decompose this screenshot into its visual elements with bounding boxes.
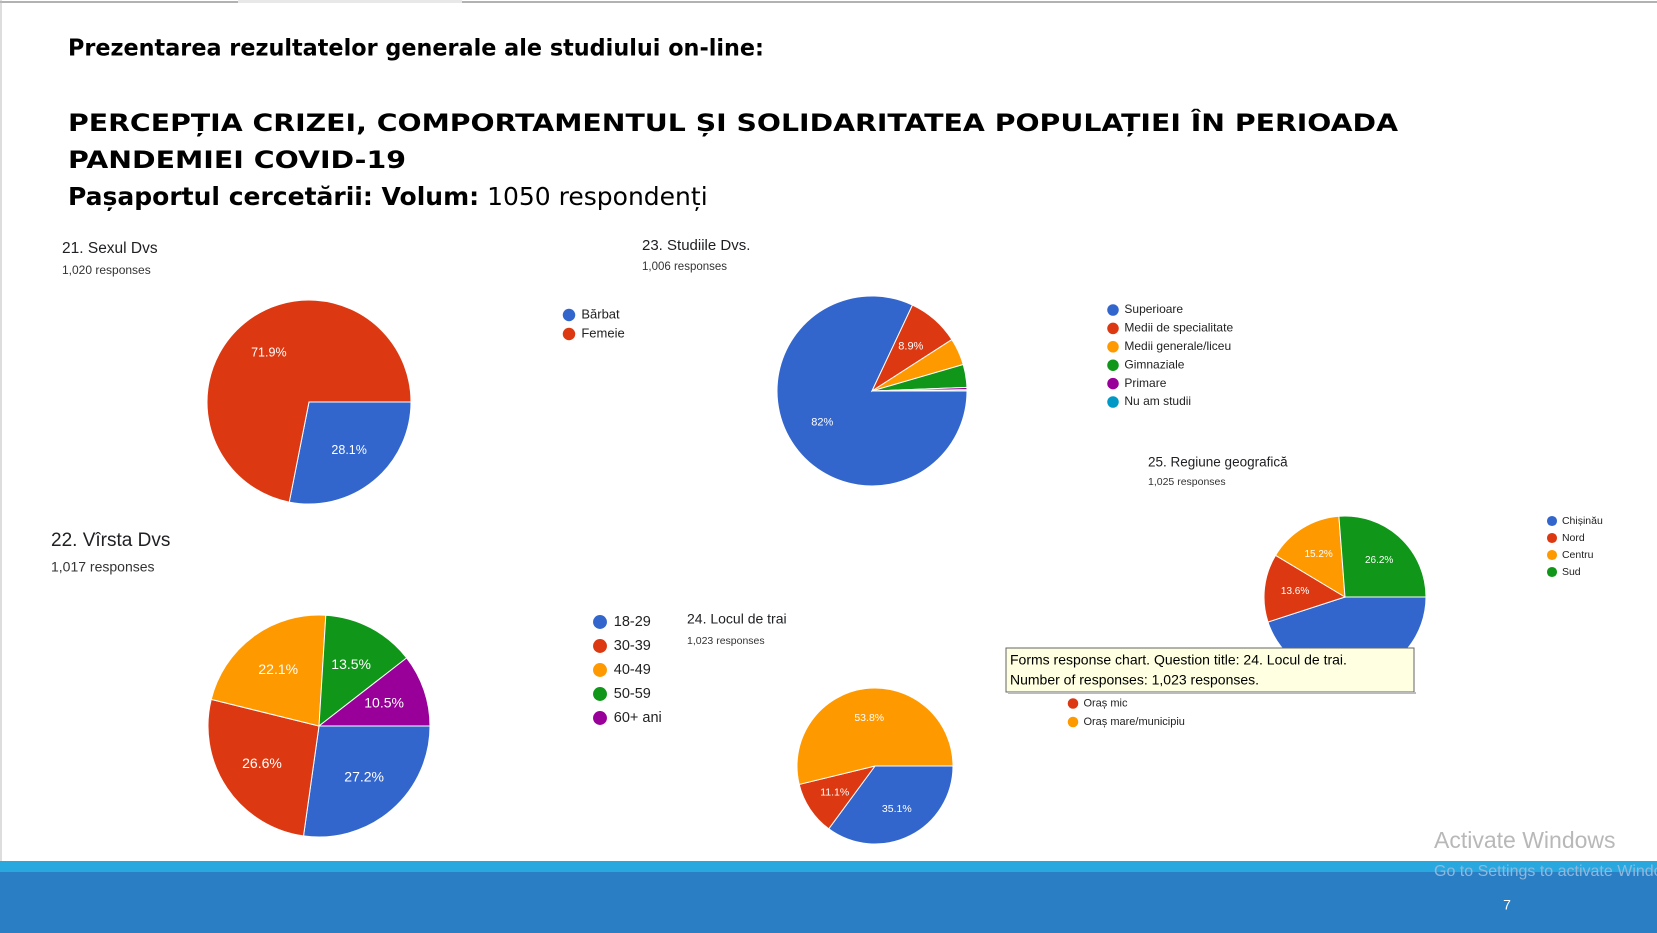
chart-subtitle: 1,020 responses bbox=[62, 263, 151, 277]
title-line: PANDEMIEI COVID-19 bbox=[68, 146, 406, 174]
title-line: PERCEPȚIA CRIZEI, COMPORTAMENTUL ȘI SOLI… bbox=[68, 108, 1398, 137]
legend-swatch bbox=[1546, 549, 1558, 561]
legend-label: Superioare bbox=[1124, 302, 1183, 316]
chart-title: 24. Locul de trai bbox=[687, 611, 787, 627]
watermark-title: Activate Windows bbox=[1434, 827, 1616, 853]
pie-slice bbox=[1274, 515, 1346, 598]
value-label: 82% bbox=[811, 416, 833, 428]
chart-subtitle: 1,023 responses bbox=[687, 635, 765, 647]
charts: 21. Sexul Dvs 1,020 responses 28.1% 71.9% Bă… bbox=[51, 237, 1603, 845]
legend-swatch bbox=[562, 327, 576, 341]
legend-swatch bbox=[1107, 341, 1119, 353]
value-label: 8.9% bbox=[898, 341, 923, 353]
legend-swatch bbox=[1067, 716, 1079, 728]
chart-title: 21. Sexul Dvs bbox=[62, 240, 158, 257]
value-label: 26.6% bbox=[242, 755, 282, 771]
chart-title: 23. Studiile Dvs. bbox=[642, 237, 750, 254]
legend-swatch bbox=[1107, 377, 1119, 390]
legend-swatch bbox=[593, 615, 607, 629]
legend-label: Sud bbox=[1562, 566, 1581, 578]
legend-label: 60+ ani bbox=[614, 710, 662, 726]
value-label: 15.2% bbox=[1304, 549, 1332, 560]
intro-text: Prezentarea rezultatelor generale ale st… bbox=[68, 36, 764, 62]
pie-slice bbox=[206, 299, 412, 503]
pie-slice bbox=[828, 765, 954, 845]
legend-swatch bbox=[1546, 532, 1558, 544]
legend-label: Femeie bbox=[581, 325, 624, 340]
value-label: 71.9% bbox=[251, 345, 286, 359]
tooltip-shadow bbox=[1008, 692, 1416, 694]
legend-label: 50-59 bbox=[614, 686, 651, 702]
legend-swatch bbox=[1107, 322, 1119, 335]
chart-subtitle: 1,006 responses bbox=[642, 261, 727, 273]
value-label: 11.1% bbox=[820, 787, 849, 799]
pie-slice bbox=[210, 614, 327, 727]
value-label: 13.5% bbox=[331, 656, 371, 672]
pie-slice bbox=[1263, 554, 1347, 623]
legend-label: 18-29 bbox=[614, 614, 651, 630]
tooltip-line: Number of responses: 1,023 responses. bbox=[1010, 672, 1259, 688]
legend-label: Centru bbox=[1562, 549, 1594, 561]
legend-label: Chișinău bbox=[1562, 515, 1603, 527]
legend-swatch bbox=[1067, 698, 1079, 709]
passport-value: 1050 respondenți bbox=[487, 182, 708, 211]
pie-slice bbox=[1338, 515, 1427, 598]
value-label: 35.1% bbox=[882, 803, 912, 815]
legend-swatch bbox=[1546, 515, 1558, 527]
value-label: 26.2% bbox=[1365, 555, 1393, 566]
footer-stripe bbox=[0, 861, 1657, 872]
value-label: 28.1% bbox=[331, 443, 366, 457]
passport-label: Pașaportul cercetării: Volum: bbox=[68, 182, 479, 211]
pie-slice bbox=[288, 401, 412, 505]
chart-subtitle: 1,017 responses bbox=[51, 559, 155, 575]
legend-swatch bbox=[1107, 359, 1119, 371]
legend-swatch bbox=[593, 687, 607, 701]
legend-label: Oraș mic bbox=[1083, 697, 1128, 709]
legend-swatch bbox=[562, 308, 576, 322]
value-label: 53.8% bbox=[854, 712, 884, 724]
legend-label: Oraș mare/municipiu bbox=[1083, 716, 1184, 728]
legend-label: Primare bbox=[1124, 376, 1166, 390]
tab bbox=[238, 0, 462, 3]
legend-label: 30-39 bbox=[614, 638, 651, 654]
legend-label: Gimnaziale bbox=[1124, 357, 1184, 371]
value-label: 10.5% bbox=[364, 694, 404, 710]
tooltip-box bbox=[1005, 647, 1415, 693]
chart-subtitle: 1,025 responses bbox=[1148, 476, 1226, 488]
footer-bar bbox=[0, 872, 1657, 933]
value-label: 22.1% bbox=[258, 661, 298, 677]
tooltip-line: Forms response chart. Question title: 24… bbox=[1010, 652, 1347, 668]
chart-title: 22. Vîrsta Dvs bbox=[51, 530, 170, 551]
legend-label: Nord bbox=[1562, 532, 1585, 544]
pie-slice bbox=[318, 614, 408, 728]
legend-label: Medii de specialitate bbox=[1124, 321, 1233, 335]
chart-title: 25. Regiune geografică bbox=[1148, 455, 1288, 470]
value-label: 13.6% bbox=[1281, 586, 1309, 597]
legend-swatch bbox=[593, 711, 607, 725]
legend-swatch bbox=[1107, 396, 1119, 408]
legend-label: 40-49 bbox=[614, 662, 651, 678]
pie-slice bbox=[796, 687, 954, 786]
pie-slice bbox=[317, 657, 431, 727]
pie-slice bbox=[871, 389, 968, 392]
page-number: 7 bbox=[1503, 897, 1511, 913]
pie-slice bbox=[302, 725, 431, 838]
legend-label: Medii generale/liceu bbox=[1124, 339, 1231, 353]
legend-label: Bărbat bbox=[581, 306, 620, 321]
watermark-subtitle: Go to Settings to activate Windows. bbox=[1434, 863, 1657, 880]
legend-swatch bbox=[1107, 304, 1119, 316]
legend-label: Nu am studii bbox=[1124, 394, 1191, 408]
pie-slice bbox=[207, 698, 320, 837]
passport: Pașaportul cercetării: Volum: 1050 respo… bbox=[68, 182, 708, 211]
legend-swatch bbox=[593, 663, 607, 677]
value-label: 27.2% bbox=[344, 769, 384, 785]
tooltip: Forms response chart. Question title: 24… bbox=[1005, 647, 1416, 694]
legend-swatch bbox=[593, 639, 607, 653]
legend-swatch bbox=[1546, 566, 1558, 578]
